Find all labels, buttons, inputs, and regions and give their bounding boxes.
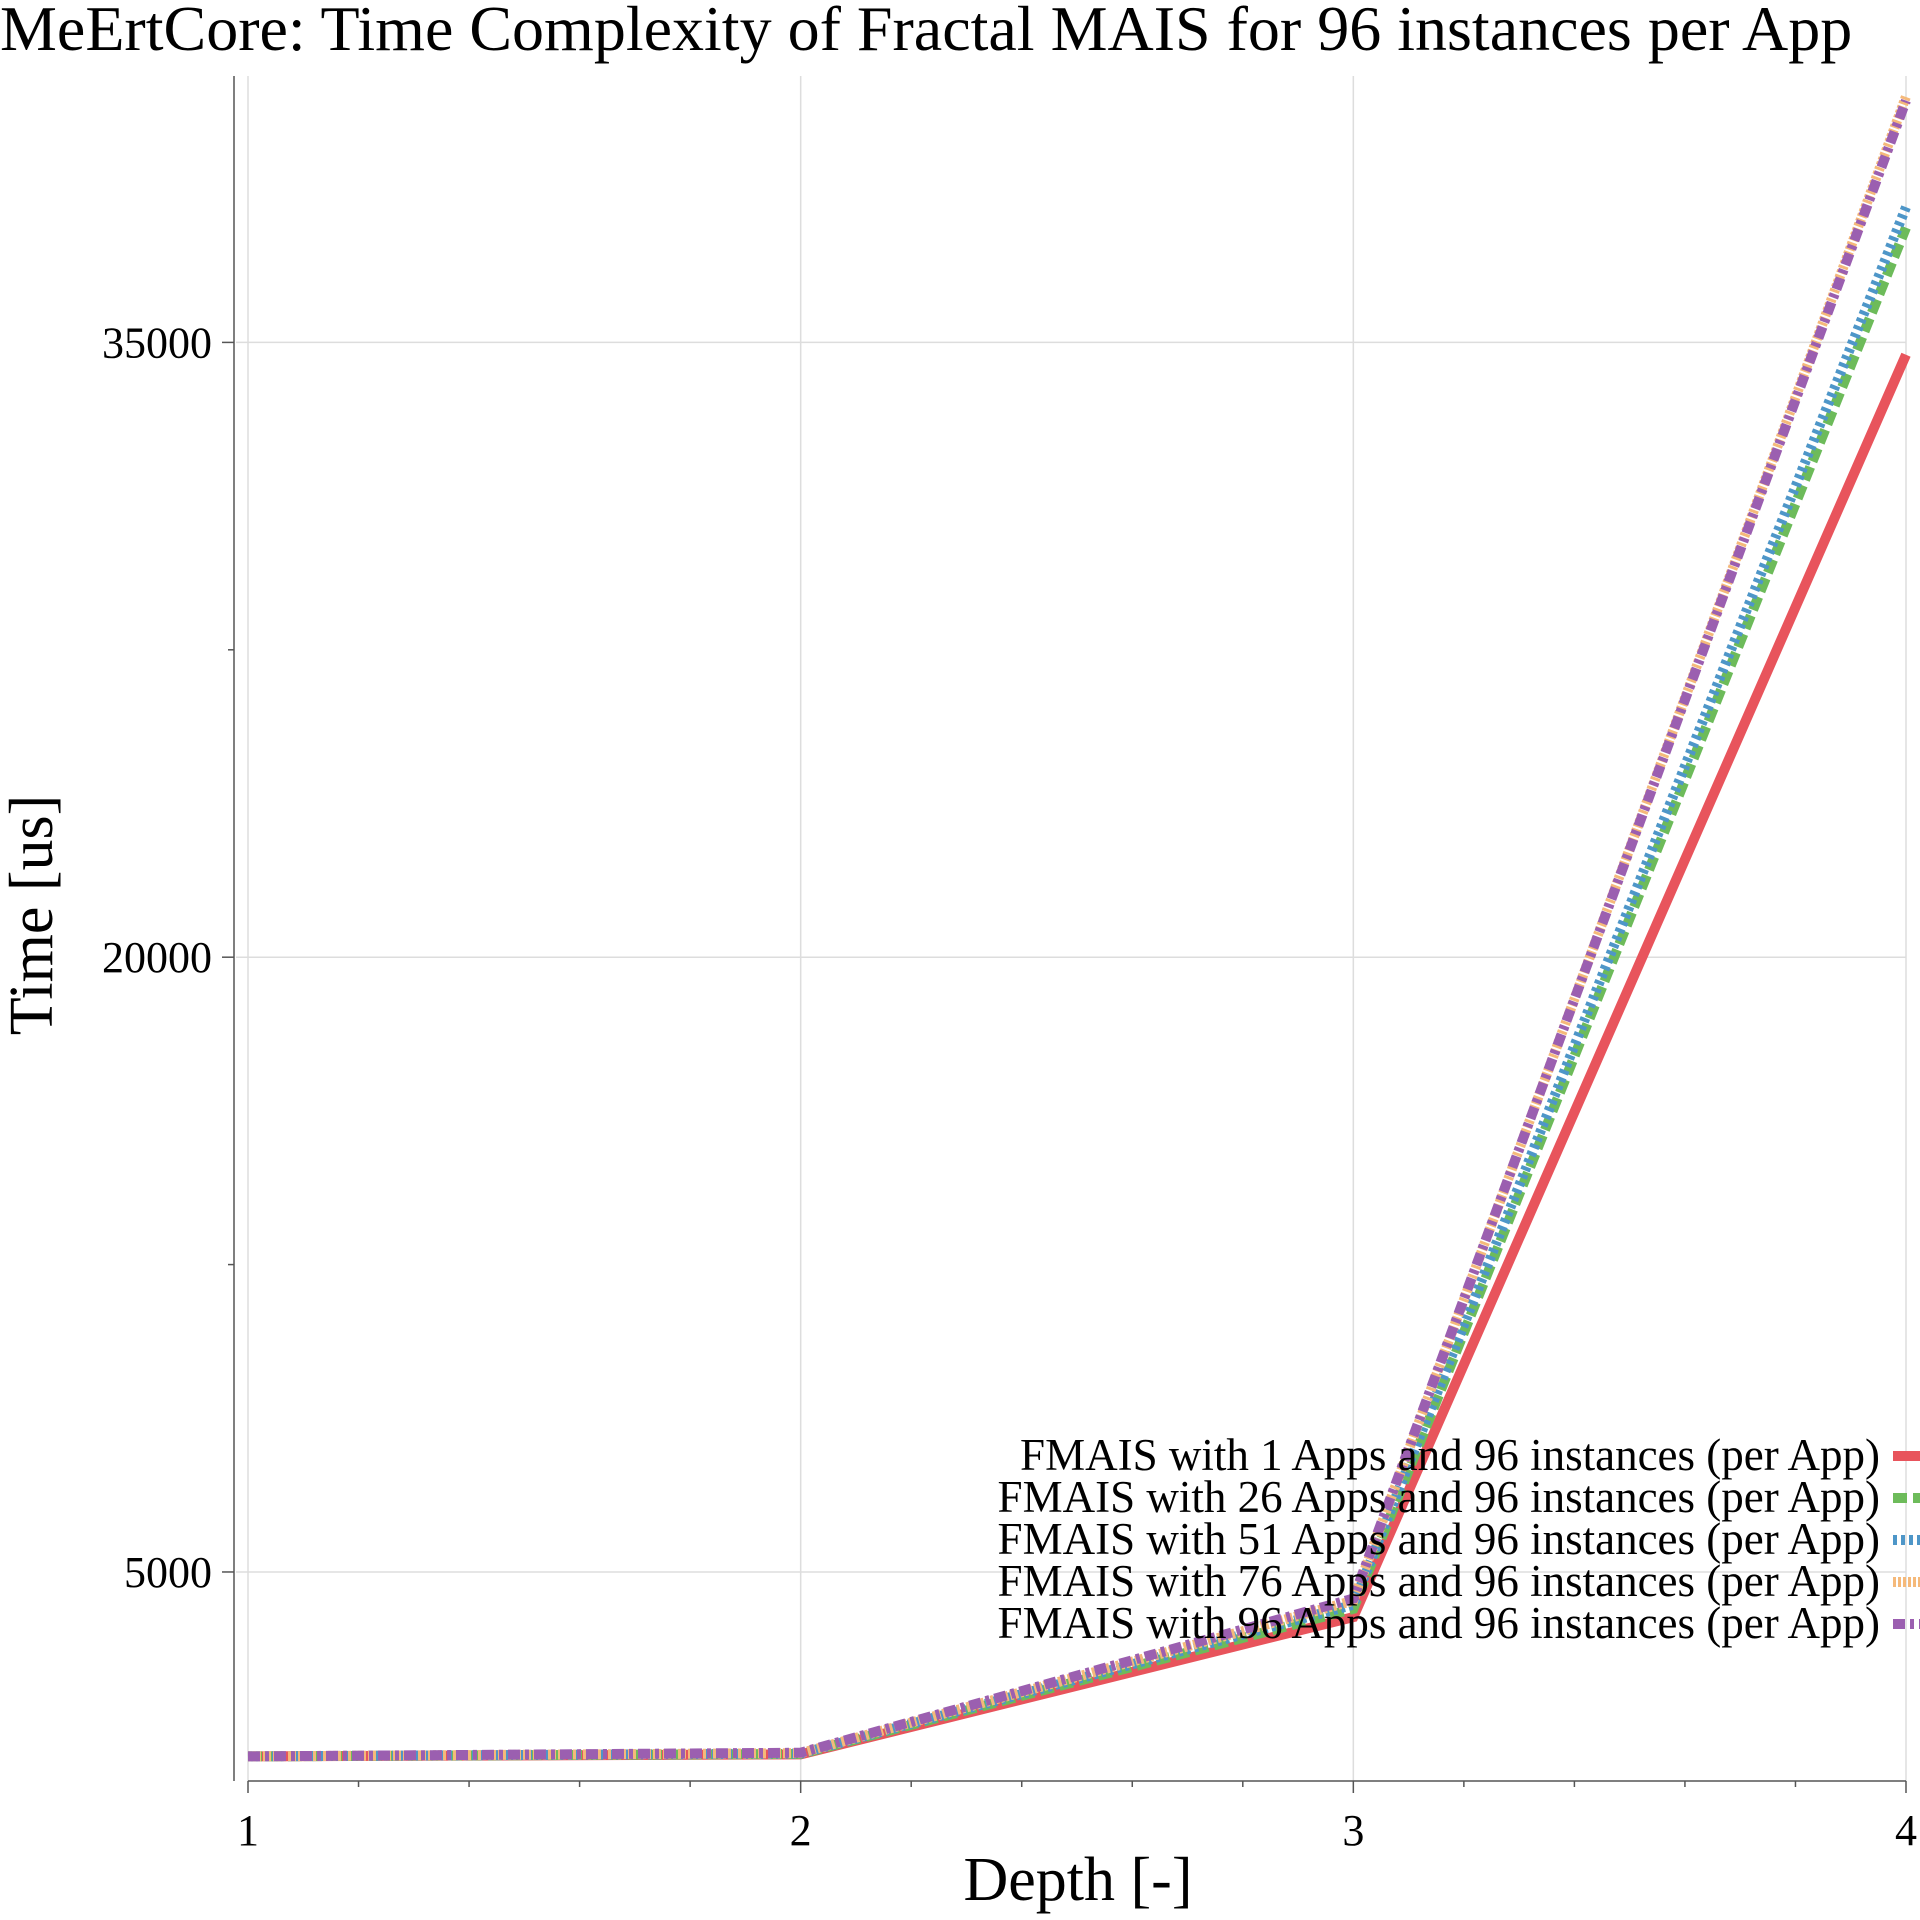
y-tick-label: 35000 bbox=[102, 318, 212, 367]
legend-entry-label: FMAIS with 51 Apps and 96 instances (per… bbox=[998, 1514, 1880, 1564]
y-tick-label: 5000 bbox=[124, 1548, 212, 1597]
tick-labels: 1 2 3 4 5000 20000 35000 bbox=[102, 318, 1917, 1855]
axes bbox=[222, 76, 1907, 1793]
legend-entry-label: FMAIS with 26 Apps and 96 instances (per… bbox=[998, 1472, 1880, 1522]
x-tick-label: 4 bbox=[1895, 1806, 1917, 1855]
legend-entry-label: FMAIS with 96 Apps and 96 instances (per… bbox=[998, 1598, 1880, 1648]
series-line bbox=[247, 98, 1911, 1762]
x-tick-label: 3 bbox=[1342, 1806, 1364, 1855]
x-tick-label: 2 bbox=[790, 1806, 812, 1855]
legend: FMAIS with 1 Apps and 96 instances (per … bbox=[998, 1430, 1920, 1648]
y-tick-label: 20000 bbox=[102, 933, 212, 982]
legend-entry-label: FMAIS with 1 Apps and 96 instances (per … bbox=[1020, 1430, 1880, 1480]
x-tick-label: 1 bbox=[237, 1806, 259, 1855]
chart-title: MeErtCore: Time Complexity of Fractal MA… bbox=[0, 0, 1852, 64]
x-axis-label: Depth [-] bbox=[964, 1846, 1193, 1914]
series-lines bbox=[247, 94, 1911, 1762]
legend-entry-label: FMAIS with 76 Apps and 96 instances (per… bbox=[998, 1556, 1880, 1606]
y-axis-label: Time [us] bbox=[0, 795, 66, 1036]
